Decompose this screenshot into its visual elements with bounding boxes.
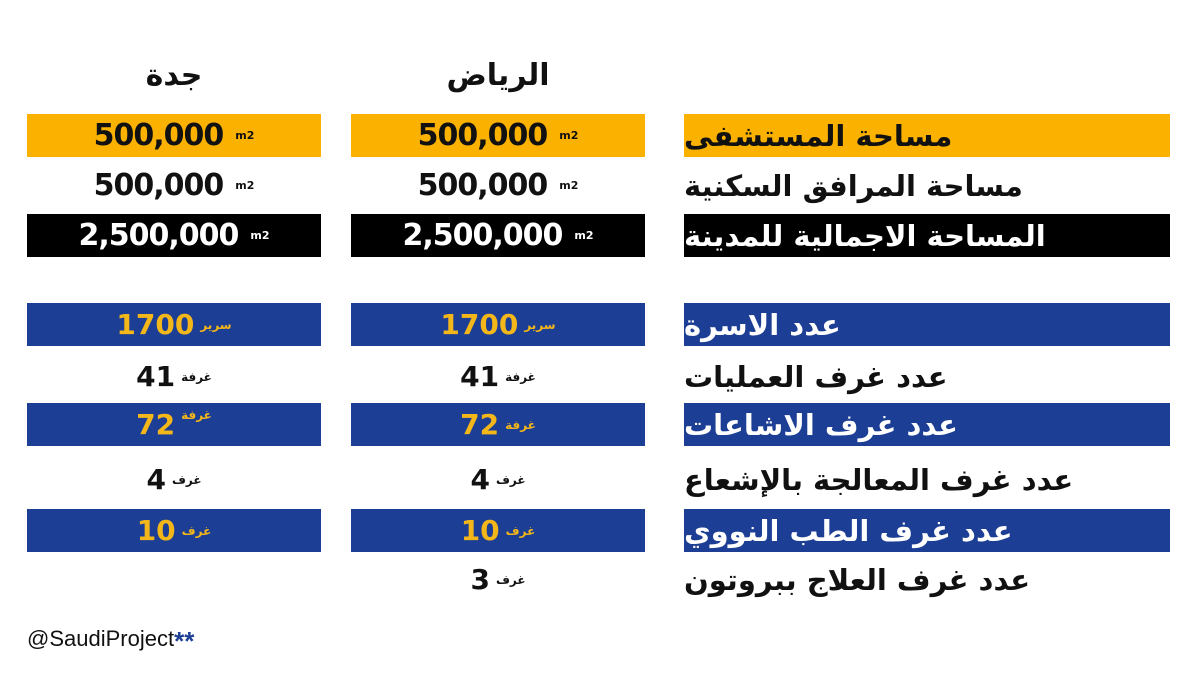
riyadh-total-area: 2,500,000 m2 <box>351 214 645 257</box>
jeddah-radiotherapy-rooms: غرف 4 <box>146 463 202 496</box>
row-label-radiology-rooms: عدد غرف الاشاعات <box>684 403 1170 446</box>
row-label-total-area: المساحة الاجمالية للمدينة <box>684 214 1170 257</box>
riyadh-proton-therapy-rooms: غرف 3 <box>470 563 526 596</box>
row-label-nuclear-medicine-rooms: عدد غرف الطب النووي <box>684 509 1170 552</box>
jeddah-total-area: 2,500,000 m2 <box>27 214 321 257</box>
jeddah-radiology-rooms: غرفة 72 <box>27 403 321 446</box>
riyadh-hospital-area: 500,000 m2 <box>351 114 645 157</box>
riyadh-operating-rooms: غرفة 41 <box>460 360 536 393</box>
stars-mark: ** <box>174 626 195 656</box>
row-label-hospital-area: مساحة المستشفى <box>684 114 1170 157</box>
riyadh-beds: سرير 1700 <box>351 303 645 346</box>
footer-handle: @SaudiProject** <box>27 626 194 657</box>
riyadh-nuclear-medicine-rooms: غرف 10 <box>351 509 645 552</box>
riyadh-residential-area: 500,000 m2 <box>417 168 579 203</box>
jeddah-hospital-area: 500,000 m2 <box>27 114 321 157</box>
handle-text: @SaudiProject <box>27 626 175 651</box>
row-label-radiotherapy-rooms: عدد غرف المعالجة بالإشعاع <box>684 462 1074 497</box>
jeddah-residential-area: 500,000 m2 <box>93 168 255 203</box>
row-label-proton-therapy-rooms: عدد غرف العلاج ببروتون <box>684 562 1031 597</box>
row-label-beds: عدد الاسرة <box>684 303 1170 346</box>
jeddah-operating-rooms: غرفة 41 <box>136 360 212 393</box>
riyadh-radiology-rooms: غرفة 72 <box>351 403 645 446</box>
jeddah-beds: سرير 1700 <box>27 303 321 346</box>
riyadh-radiotherapy-rooms: غرف 4 <box>470 463 526 496</box>
row-label-residential-area: مساحة المرافق السكنية <box>684 168 1023 203</box>
header-riyadh: الرياض <box>446 58 550 93</box>
jeddah-nuclear-medicine-rooms: غرف 10 <box>27 509 321 552</box>
row-label-operating-rooms: عدد غرف العمليات <box>684 359 948 394</box>
header-jeddah: جدة <box>145 58 203 93</box>
